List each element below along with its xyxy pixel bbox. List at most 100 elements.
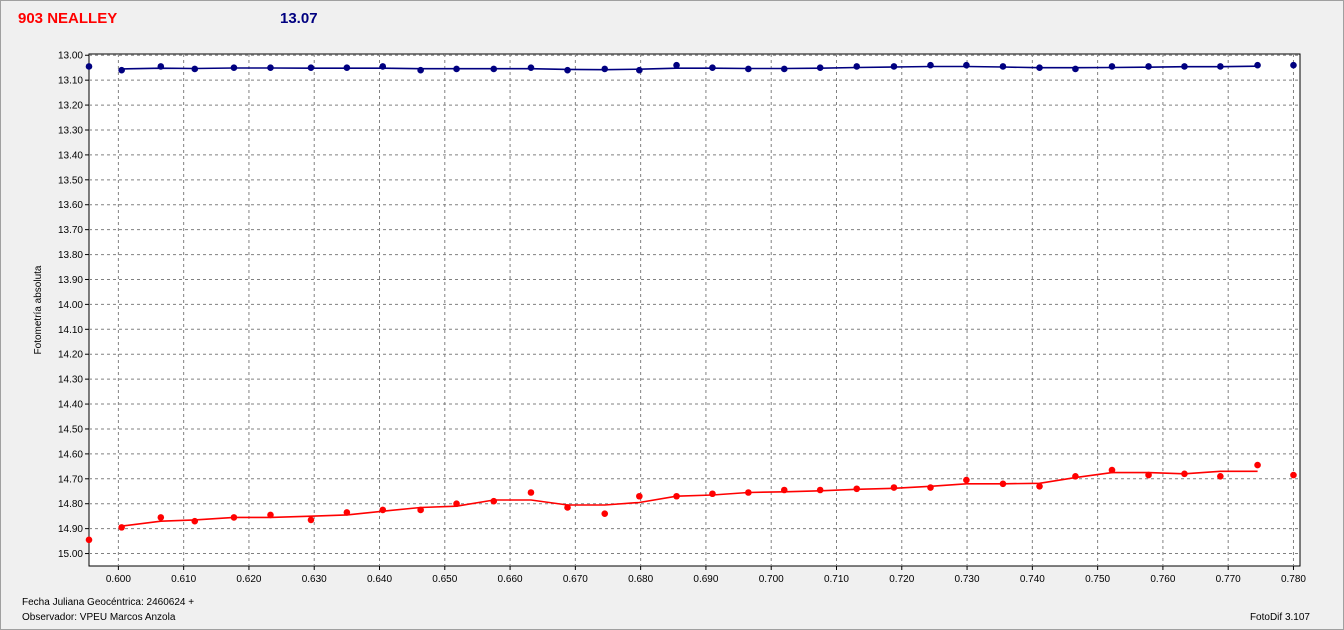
data-point-0-21 (853, 63, 861, 70)
data-point-0-16 (673, 61, 680, 69)
y-tick-label: 13.30 (58, 125, 83, 136)
data-point-0-12 (527, 64, 535, 72)
data-point-0-25 (999, 63, 1007, 70)
data-point-0-1 (118, 66, 125, 74)
data-point-0-28 (1108, 63, 1116, 70)
y-axis-label: Fotometría absoluta (33, 265, 44, 354)
series-line-0 (121, 65, 1258, 71)
x-tick-label: 0.720 (889, 574, 914, 585)
y-axis-ticks: 13.00 13.10 13.20 13.30 13.40 13.50 13.60 13.70… (58, 51, 89, 560)
x-tick-label: 0.690 (693, 574, 718, 585)
x-tick-label: 0.770 (1216, 574, 1241, 585)
data-point-1-16 (673, 492, 680, 500)
data-point-1-22 (890, 484, 898, 491)
data-point-0-20 (816, 64, 824, 72)
data-point-1-1 (118, 524, 125, 531)
y-tick-label: 13.10 (58, 76, 83, 87)
data-point-0-3 (191, 65, 199, 73)
data-point-0-0 (85, 63, 93, 70)
data-point-1-33 (1290, 471, 1297, 479)
data-point-0-8 (379, 63, 387, 70)
x-tick-label: 0.750 (1085, 574, 1110, 585)
x-tick-label: 0.780 (1281, 574, 1306, 585)
y-tick-label: 14.40 (58, 400, 83, 411)
data-point-1-11 (490, 497, 498, 505)
y-tick-label: 14.30 (58, 375, 83, 386)
data-point-0-7 (343, 64, 351, 72)
series-1 (85, 461, 1297, 544)
data-point-1-31 (1217, 473, 1224, 480)
data-point-1-30 (1181, 470, 1188, 478)
data-point-1-12 (527, 489, 535, 496)
data-point-1-6 (307, 516, 315, 524)
data-point-1-21 (853, 485, 861, 493)
x-tick-label: 0.650 (432, 574, 457, 585)
y-tick-label: 14.00 (58, 300, 83, 311)
y-tick-label: 13.70 (58, 225, 83, 236)
data-point-0-13 (564, 66, 571, 74)
y-tick-label: 13.00 (58, 51, 83, 62)
y-tick-label: 13.20 (58, 101, 83, 112)
y-tick-label: 13.40 (58, 150, 83, 161)
data-point-1-25 (999, 480, 1007, 488)
data-point-0-5 (267, 64, 274, 72)
x-tick-label: 0.620 (236, 574, 261, 585)
data-point-1-28 (1108, 466, 1116, 474)
data-point-1-15 (636, 492, 643, 500)
x-tick-label: 0.710 (824, 574, 849, 585)
data-point-0-24 (963, 61, 970, 69)
y-tick-label: 14.80 (58, 499, 83, 510)
data-point-0-9 (417, 66, 424, 74)
data-point-0-17 (709, 64, 716, 72)
data-point-1-2 (157, 514, 165, 521)
y-tick-label: 14.50 (58, 424, 83, 435)
y-tick-label: 15.00 (58, 549, 83, 560)
julian-date-label: Fecha Juliana Geocéntrica: 2460624 + (22, 597, 195, 608)
x-tick-label: 0.640 (367, 574, 392, 585)
data-point-0-33 (1290, 61, 1297, 69)
object-name: 903 NEALLEY (18, 10, 118, 27)
data-point-0-31 (1217, 63, 1224, 70)
data-point-1-23 (927, 484, 934, 491)
observer-label: Observador: VPEU Marcos Anzola (22, 612, 176, 623)
data-point-1-5 (267, 511, 274, 519)
data-point-1-3 (191, 517, 199, 525)
data-point-1-10 (453, 500, 460, 508)
data-point-1-19 (780, 486, 788, 494)
data-point-1-20 (816, 486, 824, 494)
data-point-0-29 (1145, 63, 1152, 70)
x-tick-label: 0.610 (171, 574, 196, 585)
software-label: FotoDif 3.107 (1249, 612, 1310, 623)
data-point-0-23 (927, 61, 934, 69)
data-point-1-7 (343, 509, 351, 516)
data-series (85, 61, 1297, 544)
data-point-1-9 (417, 506, 424, 514)
y-tick-label: 14.10 (58, 325, 83, 336)
data-point-1-27 (1072, 473, 1079, 480)
x-tick-label: 0.670 (563, 574, 588, 585)
y-tick-label: 14.60 (58, 449, 83, 460)
data-point-1-13 (564, 504, 571, 511)
data-point-0-26 (1036, 64, 1043, 72)
grid-lines (89, 54, 1300, 566)
data-point-1-24 (963, 476, 970, 484)
series-line-1 (121, 470, 1258, 527)
data-point-1-0 (85, 536, 93, 544)
data-point-1-26 (1036, 482, 1043, 490)
data-point-1-8 (379, 506, 387, 514)
y-tick-label: 13.80 (58, 250, 83, 261)
data-point-0-30 (1181, 63, 1188, 70)
data-point-1-18 (745, 489, 752, 496)
data-point-0-6 (307, 64, 315, 72)
y-tick-label: 13.90 (58, 275, 83, 286)
data-point-0-22 (890, 63, 898, 70)
y-tick-label: 14.70 (58, 474, 83, 485)
x-tick-label: 0.660 (498, 574, 523, 585)
data-point-0-14 (601, 65, 609, 73)
x-tick-label: 0.680 (628, 574, 653, 585)
data-point-0-10 (453, 65, 460, 73)
data-point-0-15 (636, 66, 643, 74)
x-tick-label: 0.730 (955, 574, 980, 585)
series-0 (85, 61, 1297, 74)
